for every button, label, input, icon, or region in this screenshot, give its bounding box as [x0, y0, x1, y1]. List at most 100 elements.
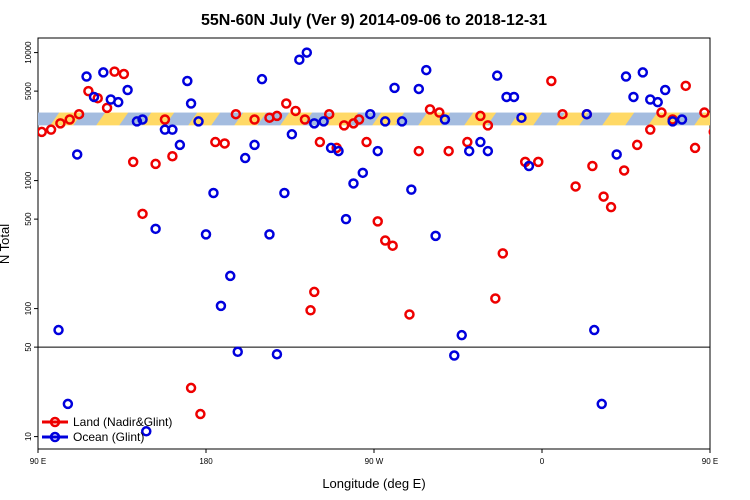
land-point — [150, 158, 161, 170]
legend: Land (Nadir&Glint) Ocean (Glint) — [42, 415, 172, 444]
ocean-point — [372, 145, 383, 157]
x-tick-label: 90 E — [30, 457, 46, 466]
land-point — [353, 114, 365, 125]
ocean-point — [294, 54, 305, 65]
land-point — [55, 118, 66, 129]
plot-area: 10 50 100 500 1000 5000 10000 90 E 180 90 W 0 90 E — [24, 37, 736, 466]
land-point — [618, 165, 630, 176]
legend-label-land: Land (Nadir&Glint) — [73, 415, 172, 429]
ocean-point — [239, 152, 251, 164]
ocean-point — [628, 91, 639, 103]
land-point — [689, 142, 701, 154]
legend-marker-land — [49, 416, 61, 428]
ocean-point — [88, 91, 100, 103]
ocean-point — [357, 167, 369, 179]
ocean-point — [667, 116, 678, 127]
y-tick-label: 10 — [24, 432, 33, 441]
ocean-point — [482, 145, 494, 157]
y-tick-label: 100 — [24, 301, 33, 315]
ocean-point — [318, 116, 329, 127]
ocean-point — [413, 83, 425, 95]
land-point — [83, 85, 94, 97]
land-point — [281, 98, 292, 109]
ocean-point — [491, 70, 503, 81]
land-point — [570, 181, 581, 192]
land-point — [314, 136, 326, 148]
land-point — [118, 68, 130, 80]
land-point — [271, 110, 283, 122]
ocean-point — [637, 67, 649, 78]
land-point — [482, 120, 494, 131]
ocean-point — [232, 346, 243, 358]
ocean-point — [256, 73, 268, 85]
ocean-point — [516, 112, 527, 123]
ocean-point — [581, 108, 593, 120]
ocean-point — [113, 96, 124, 108]
land-point — [404, 309, 415, 320]
ocean-point — [98, 67, 109, 78]
ocean-point — [301, 47, 313, 58]
ocean-point — [456, 329, 467, 341]
land-point — [533, 156, 544, 168]
land-point — [557, 108, 568, 120]
ocean-point — [389, 82, 400, 94]
ocean-point — [406, 184, 417, 195]
y-tick-label: 1000 — [24, 171, 33, 189]
legend-item-ocean: Ocean (Glint) — [42, 430, 144, 444]
y-tick-label: 50 — [24, 342, 33, 351]
ocean-point — [200, 229, 212, 240]
land-point — [728, 119, 736, 127]
ocean-point — [193, 116, 204, 127]
legend-marker-ocean — [49, 431, 61, 443]
legend-label-ocean: Ocean (Glint) — [73, 430, 144, 444]
ocean-point — [141, 426, 152, 437]
ocean-point — [652, 96, 663, 108]
land-point — [462, 136, 473, 148]
ocean-point — [449, 350, 460, 361]
ocean-point — [309, 118, 320, 129]
land-point — [101, 102, 113, 114]
ocean-point — [174, 139, 186, 151]
ocean-point — [286, 129, 298, 140]
land-point — [299, 114, 311, 125]
land-point — [475, 110, 486, 122]
ocean-point — [279, 187, 290, 199]
ocean-point — [150, 223, 161, 235]
ocean-point — [439, 114, 451, 125]
ocean-point — [182, 75, 193, 87]
ocean-point — [62, 398, 74, 410]
ocean-point — [185, 98, 197, 109]
ocean-point — [611, 149, 622, 160]
land-point — [73, 108, 85, 120]
land-point — [323, 108, 335, 120]
ocean-point — [348, 178, 359, 189]
ocean-point — [589, 324, 600, 336]
land-point — [434, 107, 445, 118]
land-point — [45, 124, 57, 135]
land-point — [424, 104, 436, 115]
ocean-point — [208, 187, 219, 199]
ocean-point — [475, 136, 486, 148]
ocean-point — [271, 348, 283, 360]
ocean-point — [396, 116, 408, 127]
land-point — [680, 80, 691, 92]
land-point — [338, 120, 350, 131]
y-tick-label: 5000 — [24, 82, 33, 100]
x-axis: 90 E 180 90 W 0 90 E — [30, 449, 718, 466]
land-point — [708, 128, 710, 136]
ocean-point — [365, 108, 376, 120]
ocean-point — [167, 124, 178, 135]
land-point — [490, 293, 501, 304]
y-tick-label: 500 — [24, 212, 33, 226]
ocean-point — [264, 229, 275, 240]
land-point — [413, 145, 425, 157]
ocean-point — [333, 145, 344, 157]
land-point — [185, 382, 197, 394]
land-point — [219, 138, 230, 149]
y-tick-label: 10000 — [24, 41, 33, 64]
land-point — [497, 248, 509, 259]
land-point — [598, 191, 609, 202]
ocean-point — [379, 116, 391, 127]
series-ocean — [53, 47, 688, 437]
land-point — [387, 240, 398, 251]
